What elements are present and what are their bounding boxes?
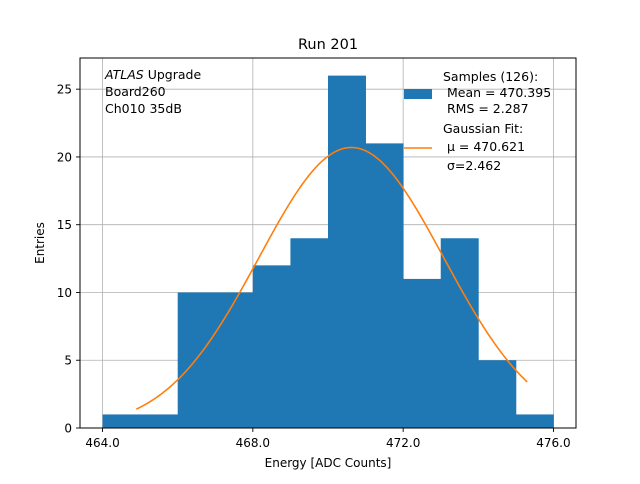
histogram-bar bbox=[290, 238, 329, 428]
x-tick-label: 464.0 bbox=[85, 436, 119, 450]
y-tick-label: 25 bbox=[57, 83, 72, 97]
histogram-bar bbox=[215, 292, 254, 428]
legend-hist-swatch bbox=[404, 89, 432, 99]
x-tick-label: 468.0 bbox=[236, 436, 270, 450]
histogram-bar bbox=[102, 414, 141, 428]
legend-fit-line-1: Gaussian Fit: bbox=[443, 121, 523, 136]
legend-hist-line-3: RMS = 2.287 bbox=[443, 101, 529, 116]
histogram-bars bbox=[102, 75, 554, 428]
chart-title: Run 201 bbox=[298, 37, 358, 53]
x-axis-label: Energy [ADC Counts] bbox=[265, 456, 392, 470]
legend: Samples (126): Mean = 470.395 RMS = 2.28… bbox=[404, 69, 551, 173]
annotation-line-2: Board260 bbox=[105, 84, 166, 99]
x-tick-label: 472.0 bbox=[386, 436, 420, 450]
histogram-bar bbox=[328, 75, 366, 428]
x-tick-label: 476.0 bbox=[536, 436, 570, 450]
histogram-bar bbox=[177, 292, 216, 428]
histogram-bar bbox=[515, 414, 554, 428]
annotation-line-3: Ch010 35dB bbox=[105, 101, 182, 116]
y-tick-label: 20 bbox=[57, 150, 72, 164]
legend-hist-line-2: Mean = 470.395 bbox=[443, 85, 551, 100]
histogram-bar bbox=[365, 143, 404, 428]
histogram-bar bbox=[403, 278, 442, 428]
plot-frame bbox=[79, 57, 577, 429]
histogram-bar bbox=[440, 238, 479, 428]
y-tick-label: 5 bbox=[64, 354, 72, 368]
annotation-atlas: ATLAS bbox=[104, 67, 144, 82]
y-axis-ticks: 0 5 10 15 20 25 bbox=[57, 83, 80, 436]
histogram-bar bbox=[140, 414, 179, 428]
atlas-annotation: ATLAS Upgrade Board260 Ch010 35dB bbox=[104, 67, 201, 116]
legend-hist-line-1: Samples (126): bbox=[443, 69, 538, 84]
legend-fit-line-2: μ = 470.621 bbox=[443, 139, 525, 154]
annotation-upgrade: Upgrade bbox=[144, 67, 202, 82]
histogram-bar bbox=[252, 265, 291, 428]
y-axis-label: Entries bbox=[33, 222, 47, 264]
gaussian-fit bbox=[136, 146, 528, 410]
gaussian-fit-line bbox=[136, 146, 528, 410]
histogram-bar bbox=[478, 360, 517, 428]
y-tick-label: 10 bbox=[57, 286, 72, 300]
x-axis-ticks: 464.0 468.0 472.0 476.0 bbox=[85, 428, 571, 450]
y-tick-label: 15 bbox=[57, 218, 72, 232]
y-tick-label: 0 bbox=[64, 422, 72, 436]
legend-fit-line-3: σ=2.462 bbox=[443, 158, 501, 173]
annotation-line-1: ATLAS Upgrade bbox=[104, 67, 201, 82]
